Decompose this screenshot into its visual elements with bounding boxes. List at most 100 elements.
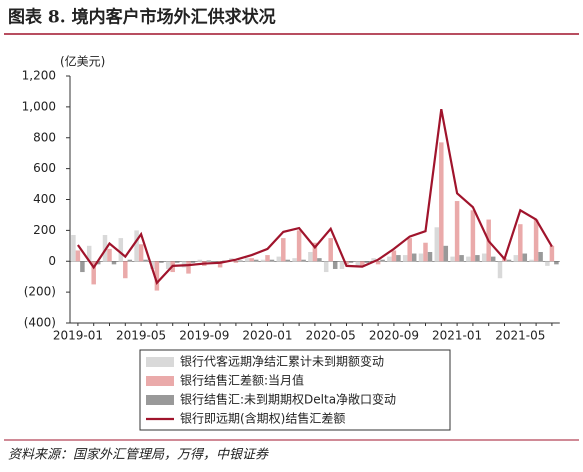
bar — [143, 259, 148, 262]
bar — [423, 242, 428, 262]
bar — [344, 261, 349, 265]
bar — [91, 261, 96, 285]
line — [77, 108, 553, 285]
bar — [323, 261, 329, 273]
bar — [296, 230, 302, 262]
bar — [159, 261, 164, 263]
bar — [545, 261, 550, 266]
x-tick-label: 2021-01 — [432, 329, 482, 343]
bar — [497, 261, 503, 279]
x-tick-label: 2019-09 — [179, 329, 229, 343]
bar — [549, 245, 555, 262]
bar — [407, 238, 412, 262]
bar — [513, 255, 519, 262]
bar — [411, 253, 417, 262]
bar — [238, 260, 243, 262]
y-tick-label: 600 — [33, 161, 56, 175]
bar — [111, 261, 117, 265]
bar — [71, 235, 76, 262]
y-tick-label: 200 — [33, 223, 56, 237]
y-tick-label: (400) — [24, 316, 56, 330]
bar — [533, 219, 539, 262]
y-tick-label: 1,000 — [22, 99, 56, 113]
bar — [244, 258, 250, 262]
bar — [249, 258, 254, 262]
bar — [206, 260, 212, 262]
legend-box — [139, 349, 451, 431]
bar — [481, 253, 487, 262]
bar — [522, 253, 528, 262]
bar — [123, 261, 128, 279]
bar — [75, 250, 81, 262]
bar — [450, 256, 455, 262]
bar — [375, 261, 381, 265]
bar — [387, 256, 392, 262]
bar — [475, 255, 480, 262]
bar — [281, 238, 286, 262]
y-tick-label: 400 — [33, 192, 56, 206]
bar — [348, 261, 354, 263]
bar — [80, 261, 85, 273]
bar — [380, 259, 385, 262]
bar — [518, 224, 523, 262]
legend-label: 银行结售汇差额:当月值 — [180, 373, 304, 388]
bar — [260, 259, 266, 262]
bar — [86, 245, 92, 262]
x-tick-label: 2019-05 — [116, 329, 166, 343]
bar — [554, 261, 559, 265]
bar — [253, 259, 259, 262]
bar — [102, 235, 108, 262]
bar — [138, 244, 144, 262]
y-tick-label: 0 — [48, 254, 56, 268]
chart-title: 图表 8. 境内客户市场外汇供求状况 — [8, 7, 276, 28]
y-tick-label: 800 — [33, 130, 56, 144]
bar — [470, 210, 476, 262]
bar — [197, 259, 203, 262]
bar — [529, 259, 534, 262]
bar — [269, 259, 275, 262]
legend-swatch — [146, 376, 174, 386]
x-tick-label: 2021-05 — [495, 329, 545, 343]
bar — [434, 227, 440, 262]
bar — [391, 250, 397, 262]
bar — [134, 230, 139, 262]
bar — [127, 259, 133, 262]
bar — [308, 251, 313, 262]
bar — [292, 258, 297, 262]
bar — [506, 259, 512, 262]
bar — [217, 261, 223, 268]
bar — [312, 242, 318, 262]
bar — [285, 259, 291, 262]
bar — [317, 258, 322, 262]
bar — [301, 259, 306, 262]
bar — [439, 142, 444, 262]
bar — [466, 256, 471, 262]
bar — [107, 248, 112, 262]
bar — [276, 256, 282, 262]
bar — [360, 261, 365, 266]
bar — [339, 261, 345, 269]
bar — [364, 261, 370, 263]
bar — [95, 261, 101, 265]
y-tick-label: (200) — [24, 285, 56, 299]
bar — [174, 261, 180, 263]
bar — [418, 253, 424, 262]
bar — [186, 261, 191, 274]
legend-swatch — [146, 395, 174, 405]
legend-label: 银行代客远期净结汇累计未到期额变动 — [180, 354, 384, 369]
bar — [371, 258, 376, 262]
bar — [154, 261, 160, 291]
legend-label: 银行即远期(含期权)结售汇差额 — [180, 411, 345, 426]
bar — [454, 201, 460, 262]
bar — [490, 256, 496, 262]
bar — [459, 255, 464, 262]
x-tick-label: 2020-09 — [369, 329, 419, 343]
bar — [427, 251, 433, 262]
bar — [265, 255, 270, 262]
x-tick-label: 2020-01 — [242, 329, 292, 343]
legend-swatch — [146, 357, 174, 367]
bar — [332, 261, 338, 269]
bar — [443, 245, 449, 262]
legend-label: 银行结售汇:未到期期权Delta净敞口变动 — [180, 392, 396, 407]
